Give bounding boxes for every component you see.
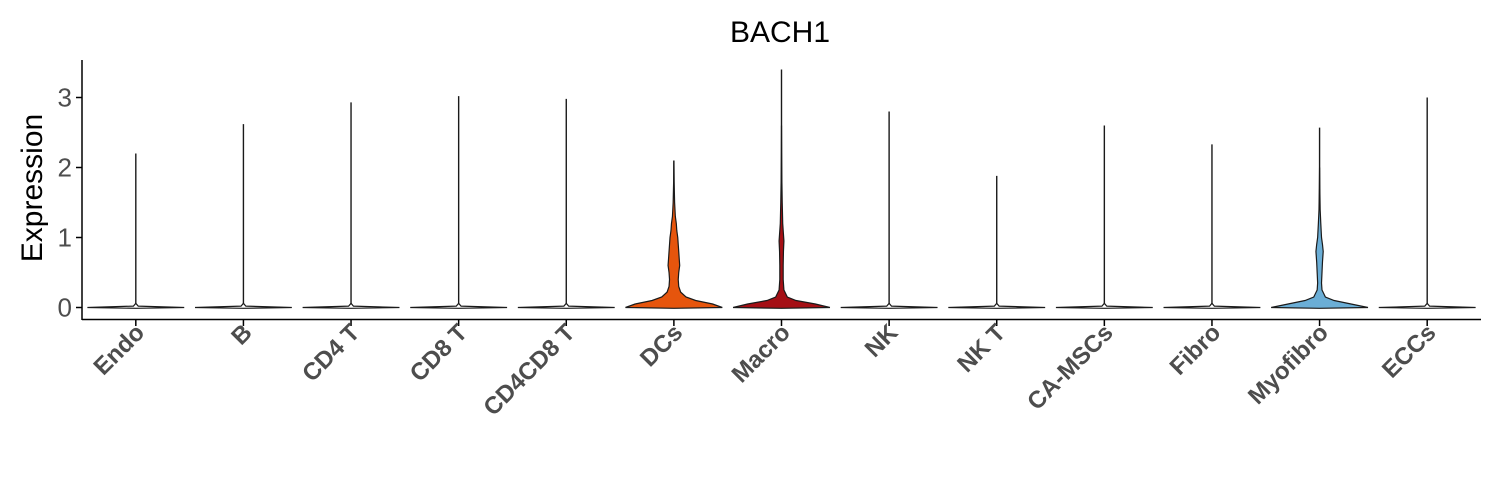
violin-eccs bbox=[1378, 97, 1476, 309]
y-axis: 0 1 2 3 bbox=[58, 83, 82, 323]
y-tick-label: 2 bbox=[58, 153, 72, 183]
violin-cd4cd8-t bbox=[517, 98, 615, 309]
violin-cd8-t bbox=[410, 96, 508, 309]
violin-shape bbox=[1378, 302, 1476, 309]
violin-cd4-t bbox=[302, 102, 400, 309]
x-tick-label: CA-MSCs bbox=[1022, 319, 1118, 415]
x-tick-label: Myofibro bbox=[1243, 319, 1334, 410]
y-axis-label: Expression bbox=[16, 114, 49, 262]
violin-dcs bbox=[625, 160, 723, 309]
violin-nk bbox=[840, 111, 938, 309]
x-tick-label: DCs bbox=[635, 319, 688, 372]
violin-shape bbox=[625, 160, 723, 309]
violin-shape bbox=[948, 302, 1046, 309]
violin-shape bbox=[517, 302, 615, 309]
plot-area bbox=[87, 69, 1476, 309]
x-tick-label: Fibro bbox=[1165, 319, 1227, 381]
y-tick-label: 1 bbox=[58, 223, 72, 253]
violin-shape bbox=[1055, 302, 1153, 309]
x-tick-label: CD4CD8 T bbox=[478, 319, 580, 421]
violin-shape bbox=[840, 302, 938, 309]
violin-nk-t bbox=[948, 175, 1046, 309]
violin-shape bbox=[1163, 302, 1261, 309]
x-tick-label: Macro bbox=[727, 319, 796, 388]
x-tick-label: ECCs bbox=[1377, 319, 1441, 383]
violin-endo bbox=[87, 153, 185, 309]
x-tick-label: CD4 T bbox=[297, 319, 365, 387]
violin-fibro bbox=[1163, 144, 1261, 309]
y-tick-label: 0 bbox=[58, 293, 72, 323]
x-axis: Endo B CD4 T CD8 T CD4CD8 T DCs Macro NK NK T CA-… bbox=[89, 319, 1442, 422]
violin-shape bbox=[1271, 167, 1369, 309]
x-tick-label: CD8 T bbox=[405, 319, 473, 387]
violin-shape bbox=[87, 302, 185, 309]
chart-title: BACH1 bbox=[730, 16, 830, 49]
violin-shape bbox=[410, 302, 508, 309]
x-tick-label: B bbox=[226, 319, 257, 350]
y-tick-label: 3 bbox=[58, 83, 72, 113]
violin-shape bbox=[194, 302, 292, 309]
violin-shape bbox=[732, 125, 831, 309]
violin-macro bbox=[732, 69, 831, 309]
violin-b bbox=[194, 124, 292, 309]
x-tick-label: NK T bbox=[952, 319, 1011, 378]
violin-ca-mscs bbox=[1055, 125, 1153, 309]
x-tick-label: Endo bbox=[89, 319, 151, 381]
x-tick-label: NK bbox=[860, 319, 904, 363]
violin-shape bbox=[302, 302, 400, 309]
violin-myofibro bbox=[1271, 127, 1369, 309]
